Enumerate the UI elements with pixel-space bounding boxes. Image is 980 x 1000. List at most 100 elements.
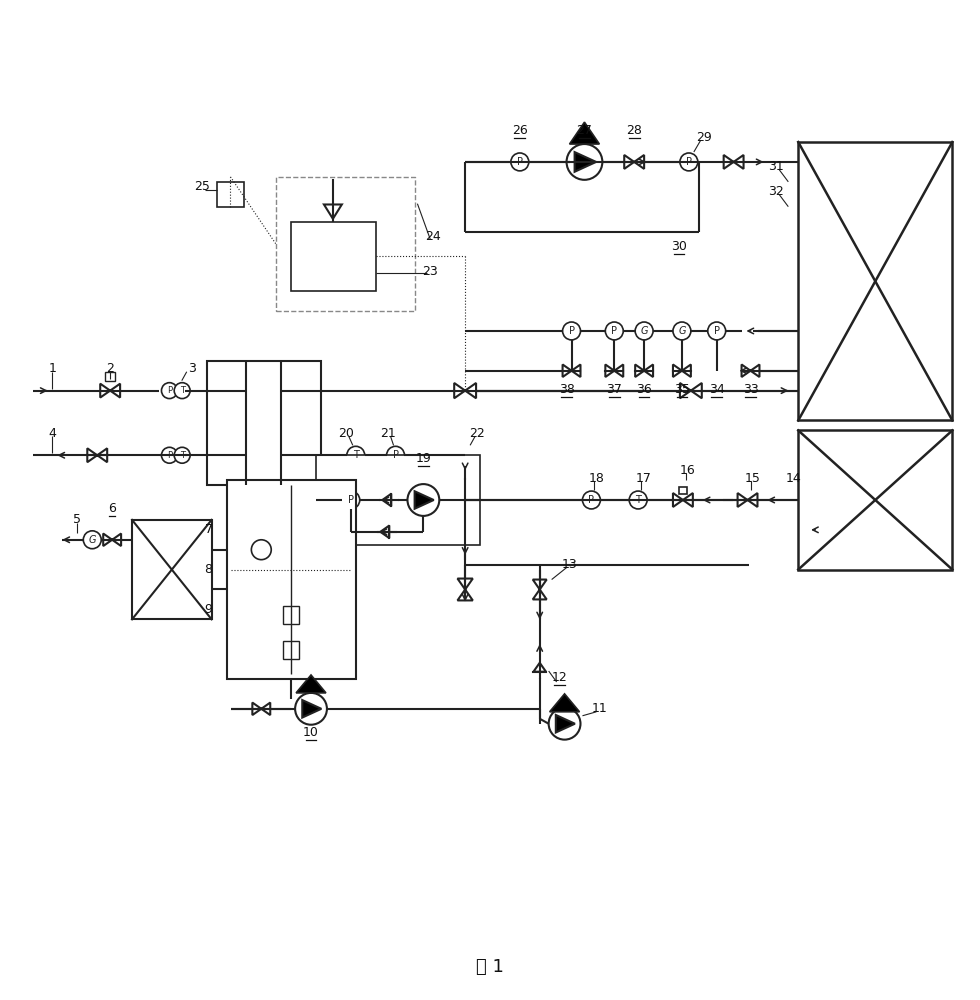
Polygon shape [103, 534, 122, 546]
Polygon shape [302, 700, 321, 718]
Circle shape [635, 322, 653, 340]
Text: P: P [348, 495, 354, 505]
Circle shape [386, 446, 405, 464]
Circle shape [174, 447, 190, 463]
Text: 16: 16 [680, 464, 696, 477]
Bar [217, 182, 244, 207]
Polygon shape [533, 580, 547, 599]
Text: 19: 19 [416, 452, 431, 465]
Text: 22: 22 [469, 427, 485, 440]
Circle shape [251, 540, 271, 560]
Text: 31: 31 [768, 160, 784, 173]
Polygon shape [723, 155, 744, 169]
Text: P: P [568, 326, 574, 336]
Text: 1: 1 [49, 362, 57, 375]
Polygon shape [563, 364, 580, 377]
Circle shape [295, 693, 327, 725]
Text: P: P [516, 157, 522, 167]
Polygon shape [738, 493, 758, 507]
Text: P: P [167, 386, 172, 395]
Polygon shape [742, 364, 760, 377]
Text: G: G [640, 326, 648, 336]
Bar [799, 142, 953, 420]
Text: 6: 6 [108, 502, 116, 515]
Polygon shape [415, 491, 434, 509]
Text: 18: 18 [588, 472, 605, 485]
Circle shape [680, 153, 698, 171]
Polygon shape [324, 204, 342, 219]
Circle shape [563, 322, 580, 340]
Text: P: P [588, 495, 595, 505]
Text: 29: 29 [696, 131, 711, 144]
Polygon shape [574, 152, 596, 172]
Text: 10: 10 [303, 726, 318, 739]
Polygon shape [253, 703, 270, 715]
Text: G: G [88, 535, 96, 545]
Bar [283, 641, 299, 659]
Text: 34: 34 [709, 383, 724, 396]
Polygon shape [533, 663, 546, 672]
Text: 15: 15 [745, 472, 760, 485]
Text: P: P [612, 326, 617, 336]
Text: P: P [686, 157, 692, 167]
Bar [207, 361, 321, 485]
Circle shape [162, 383, 177, 399]
Text: 图 1: 图 1 [476, 958, 504, 976]
Polygon shape [458, 579, 472, 600]
Text: 12: 12 [552, 671, 567, 684]
Polygon shape [382, 494, 391, 506]
Text: 37: 37 [607, 383, 622, 396]
Text: 38: 38 [559, 383, 574, 396]
Polygon shape [100, 384, 121, 398]
Text: 23: 23 [422, 265, 438, 278]
Text: 27: 27 [576, 124, 592, 137]
Polygon shape [87, 448, 107, 462]
Text: 33: 33 [743, 383, 759, 396]
Circle shape [342, 491, 360, 509]
Text: P: P [167, 451, 172, 460]
Circle shape [83, 531, 101, 549]
Text: 26: 26 [512, 124, 527, 137]
Text: T: T [179, 386, 184, 395]
Text: 3: 3 [188, 362, 196, 375]
Text: 13: 13 [562, 558, 577, 571]
Circle shape [511, 153, 529, 171]
Circle shape [629, 491, 647, 509]
Circle shape [606, 322, 623, 340]
Polygon shape [458, 479, 472, 501]
Text: P: P [713, 326, 719, 336]
Circle shape [162, 447, 177, 463]
Text: 35: 35 [674, 383, 690, 396]
Polygon shape [624, 155, 644, 169]
Text: 5: 5 [74, 513, 81, 526]
Text: T: T [353, 450, 359, 460]
Text: 25: 25 [194, 180, 210, 193]
Text: 11: 11 [592, 702, 608, 715]
Text: G: G [678, 326, 686, 336]
Bar [226, 480, 356, 679]
Circle shape [566, 144, 603, 180]
Polygon shape [635, 364, 653, 377]
Bar [291, 222, 375, 291]
Circle shape [347, 446, 365, 464]
Circle shape [408, 484, 439, 516]
Polygon shape [673, 493, 693, 507]
Text: 24: 24 [425, 230, 441, 243]
Text: 9: 9 [205, 603, 213, 616]
Bar [105, 372, 115, 381]
Text: 17: 17 [635, 472, 651, 485]
Text: 36: 36 [636, 383, 652, 396]
Text: T: T [179, 451, 184, 460]
Bar [316, 455, 480, 545]
Polygon shape [606, 364, 623, 377]
Polygon shape [550, 694, 579, 712]
Text: P: P [393, 450, 399, 460]
Text: 4: 4 [49, 427, 57, 440]
Text: 28: 28 [626, 124, 642, 137]
Bar [799, 430, 953, 570]
Bar [283, 606, 299, 624]
Circle shape [673, 322, 691, 340]
Polygon shape [454, 383, 476, 398]
Circle shape [174, 383, 190, 399]
Text: T: T [635, 495, 641, 505]
